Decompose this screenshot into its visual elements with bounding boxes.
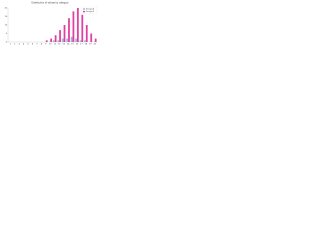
x-tick-label: 16 [76, 44, 79, 46]
chart: Distribution of values by category 05101… [0, 0, 100, 52]
bar [61, 38, 64, 42]
page: Distribution of values by category 0 5 10 1… [0, 0, 320, 52]
x-tick-label: 5 [27, 44, 29, 46]
bar [66, 38, 69, 42]
x-tick-label: 1 [10, 44, 12, 46]
y-tick-label: 10 [4, 25, 7, 27]
legend-swatch [83, 8, 85, 10]
bar [59, 30, 61, 42]
x-tick-label: 19 [89, 44, 92, 46]
y-tick-label: 5 [6, 33, 8, 35]
bar [68, 18, 70, 42]
x-tick-label: 6 [32, 44, 34, 46]
bar [45, 40, 48, 42]
bar [84, 40, 86, 42]
x-tick-label: 7 [36, 44, 38, 46]
bar [85, 25, 88, 42]
x-tick-label: 15 [71, 44, 74, 46]
bar [94, 38, 97, 42]
bar [57, 40, 60, 42]
x-tick-label: 9 [45, 44, 47, 46]
x-tick-label: 4 [23, 44, 25, 46]
legend-box [81, 6, 98, 14]
bar [54, 35, 57, 42]
legend-label: Group A [86, 8, 95, 11]
bar [52, 40, 55, 42]
chart-title: Distribution of values by category [31, 2, 69, 5]
x-tick-label: 17 [80, 44, 83, 46]
bar [63, 25, 66, 42]
y-tick-label: 0 [6, 42, 8, 44]
bar [81, 14, 84, 43]
y-tick-label: 15 [4, 16, 7, 18]
legend-swatch [83, 10, 85, 13]
bar [90, 33, 93, 42]
bar [79, 40, 82, 42]
x-tick-label: 18 [85, 44, 88, 46]
bar [70, 36, 73, 42]
bar [72, 11, 75, 42]
legend-label: Group B [86, 10, 95, 13]
x-tick-label: 20 [94, 44, 97, 46]
x-tick-label: 8 [41, 44, 43, 46]
x-tick-label: 11 [53, 44, 56, 46]
bar [76, 8, 79, 42]
x-tick-label: 3 [18, 44, 20, 46]
x-tick-label: 10 [49, 44, 52, 46]
x-tick-label: 13 [62, 44, 65, 46]
x-tick-label: 12 [58, 44, 61, 46]
x-tick-label: 14 [67, 44, 70, 46]
y-tick-label: 20 [4, 8, 7, 10]
bar [50, 38, 53, 42]
x-tick-label: 2 [14, 44, 16, 46]
bar [75, 38, 77, 42]
